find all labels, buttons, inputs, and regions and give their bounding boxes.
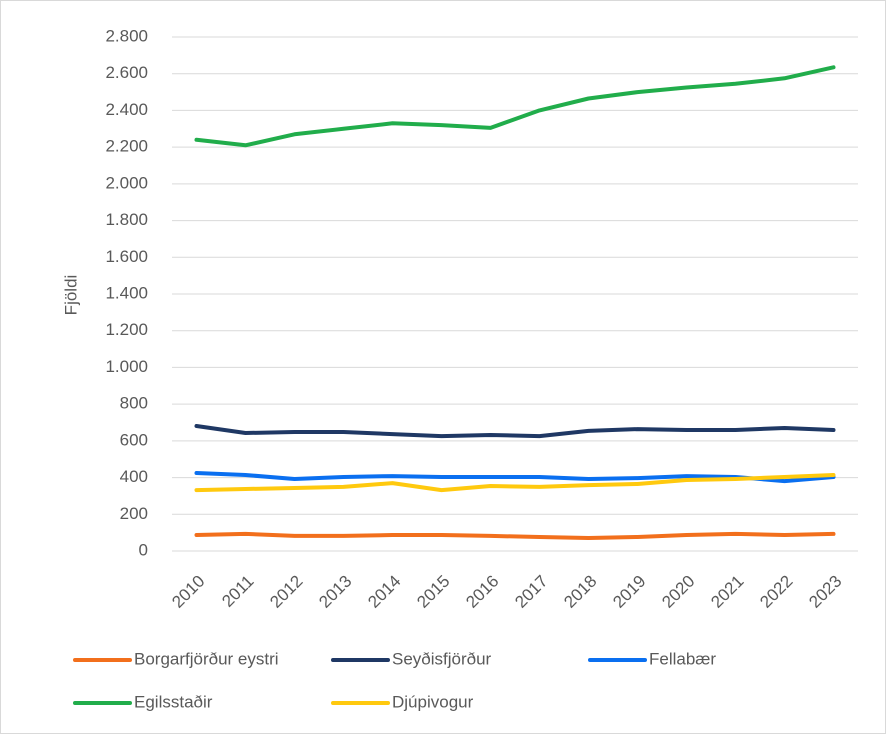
y-tick-label: 200 xyxy=(120,504,148,523)
y-tick-label: 2.800 xyxy=(105,26,148,45)
y-tick-label: 1.600 xyxy=(105,247,148,266)
series-line xyxy=(194,65,836,148)
y-tick-label: 400 xyxy=(120,467,148,486)
legend-label: Seyðisfjörður xyxy=(392,649,492,668)
y-tick-label: 0 xyxy=(139,540,148,559)
y-tick-label: 1.000 xyxy=(105,357,148,376)
series-line xyxy=(194,531,836,540)
legend-label: Fellabær xyxy=(649,649,716,668)
y-tick-label: 2.600 xyxy=(105,63,148,82)
y-axis-title: Fjöldi xyxy=(61,275,80,316)
series-line xyxy=(194,473,836,493)
y-tick-label: 800 xyxy=(120,394,148,413)
legend-label: Egilsstaðir xyxy=(134,692,213,711)
y-tick-label: 2.200 xyxy=(105,137,148,156)
legend-label: Borgarfjörður eystri xyxy=(134,649,279,668)
y-tick-label: 1.800 xyxy=(105,210,148,229)
y-tick-label: 1.400 xyxy=(105,283,148,302)
y-tick-label: 2.400 xyxy=(105,100,148,119)
series-line xyxy=(194,424,836,439)
legend-label: Djúpivogur xyxy=(392,692,474,711)
y-tick-label: 2.000 xyxy=(105,173,148,192)
y-tick-label: 600 xyxy=(120,430,148,449)
series-line xyxy=(194,471,836,484)
y-tick-label: 1.200 xyxy=(105,320,148,339)
